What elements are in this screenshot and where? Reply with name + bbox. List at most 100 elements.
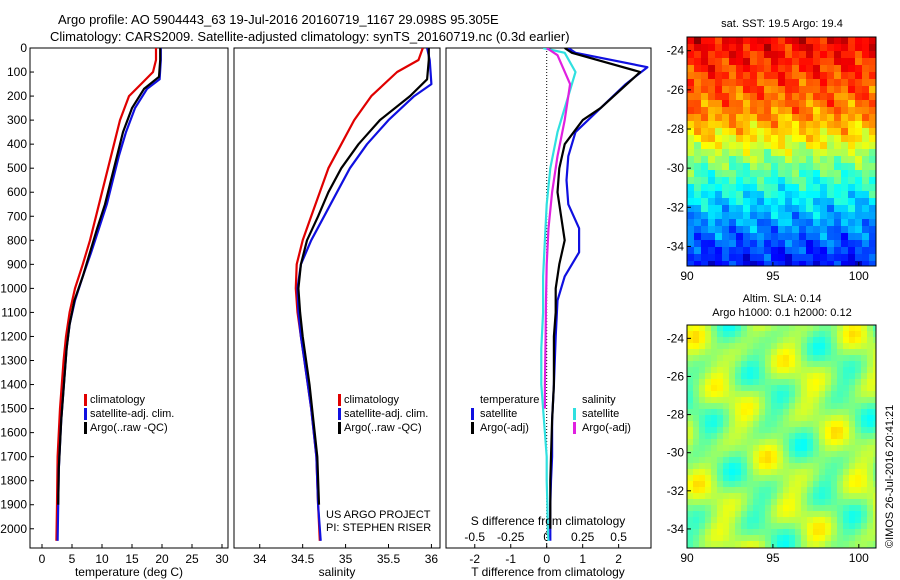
sla-cell: [705, 349, 712, 356]
sst-cell: [834, 44, 842, 52]
sla-map-title-1: Altim. SLA: 0.14: [743, 293, 822, 305]
sst-cell: [827, 44, 835, 52]
sst-cell: [743, 135, 751, 143]
sla-cell: [711, 475, 718, 482]
sla-cell: [837, 349, 844, 356]
sst-cell: [757, 128, 765, 136]
sst-cell: [785, 135, 793, 143]
sst-cell: [708, 86, 716, 94]
sst-cell: [708, 212, 716, 220]
sla-cell: [849, 355, 856, 362]
sst-cell: [701, 51, 709, 59]
sla-cell: [735, 379, 742, 386]
sst-cell: [869, 37, 876, 45]
sla-cell: [843, 367, 850, 374]
sla-cell: [723, 475, 730, 482]
sst-cell: [820, 100, 828, 108]
sla-cell: [795, 385, 802, 392]
sla-cell: [795, 505, 802, 512]
sst-cell: [778, 51, 786, 59]
sst-cell: [848, 163, 856, 171]
legend-label-s-satellite: satellite: [582, 408, 619, 420]
sla-cell: [819, 385, 826, 392]
sla-cell: [759, 397, 766, 404]
sla-cell: [777, 529, 784, 536]
sla-cell: [735, 499, 742, 506]
sst-cell: [701, 219, 709, 227]
sst-cell: [687, 212, 695, 220]
sla-cell: [711, 349, 718, 356]
sla-cell: [717, 361, 724, 368]
sla-cell: [813, 397, 820, 404]
sla-cell: [693, 457, 700, 464]
sst-cell: [736, 121, 744, 129]
sst-cell: [694, 219, 702, 227]
sst-cell: [834, 51, 842, 59]
sst-cell: [743, 219, 751, 227]
sst-cell: [862, 254, 870, 262]
sst-cell: [799, 254, 807, 262]
sst-cell: [743, 163, 751, 171]
sla-cell: [723, 361, 730, 368]
sla-cell: [771, 457, 778, 464]
sla-cell: [795, 373, 802, 380]
sst-cell: [785, 226, 793, 234]
sla-cell: [765, 523, 772, 530]
sla-cell: [711, 529, 718, 536]
sst-cell: [785, 149, 793, 157]
sla-cell: [843, 349, 850, 356]
sla-cell: [765, 409, 772, 416]
sst-cell: [820, 37, 828, 45]
sla-cell: [705, 523, 712, 530]
sst-cell: [708, 184, 716, 192]
sla-cell: [741, 373, 748, 380]
sst-cell: [820, 128, 828, 136]
sst-cell: [841, 107, 849, 115]
sla-cell: [861, 505, 868, 512]
sla-cell: [771, 475, 778, 482]
sla-cell: [795, 397, 802, 404]
sla-cell: [741, 445, 748, 452]
sla-cell: [753, 385, 760, 392]
sla-cell: [735, 535, 742, 542]
sla-cell: [741, 397, 748, 404]
sla-cell: [759, 337, 766, 344]
sla-cell: [807, 337, 814, 344]
sla-cell: [813, 415, 820, 422]
sst-cell: [708, 135, 716, 143]
salinity-axes-frame: [233, 47, 441, 549]
legend-swatch-argo: [338, 422, 341, 434]
sst-cell: [743, 254, 751, 262]
sla-cell: [807, 529, 814, 536]
sst-cell: [736, 44, 744, 52]
sla-cell: [849, 505, 856, 512]
salinity-axis-label: salinity: [319, 565, 356, 579]
sla-cell: [741, 409, 748, 416]
sla-cell: [795, 361, 802, 368]
sst-cell: [715, 191, 723, 199]
sla-cell: [825, 415, 832, 422]
sla-cell: [777, 481, 784, 488]
sla-cell: [711, 517, 718, 524]
sla-cell: [843, 409, 850, 416]
sst-cell: [729, 107, 737, 115]
sla-cell: [855, 523, 862, 530]
sst-cell: [841, 226, 849, 234]
sst-cell: [778, 44, 786, 52]
sst-cell: [799, 58, 807, 66]
sst-cell: [848, 135, 856, 143]
sst-cell: [694, 100, 702, 108]
sla-cell: [855, 391, 862, 398]
sst-cell: [771, 37, 779, 45]
sla-cell: [831, 505, 838, 512]
sst-cell: [715, 58, 723, 66]
sla-cell: [795, 451, 802, 458]
sla-cell: [807, 439, 814, 446]
sla-cell: [777, 541, 784, 548]
sla-cell: [849, 403, 856, 410]
sla-cell: [747, 475, 754, 482]
sla-cell: [819, 463, 826, 470]
sla-cell: [717, 409, 724, 416]
sst-cell: [729, 261, 737, 266]
sla-cell: [837, 445, 844, 452]
